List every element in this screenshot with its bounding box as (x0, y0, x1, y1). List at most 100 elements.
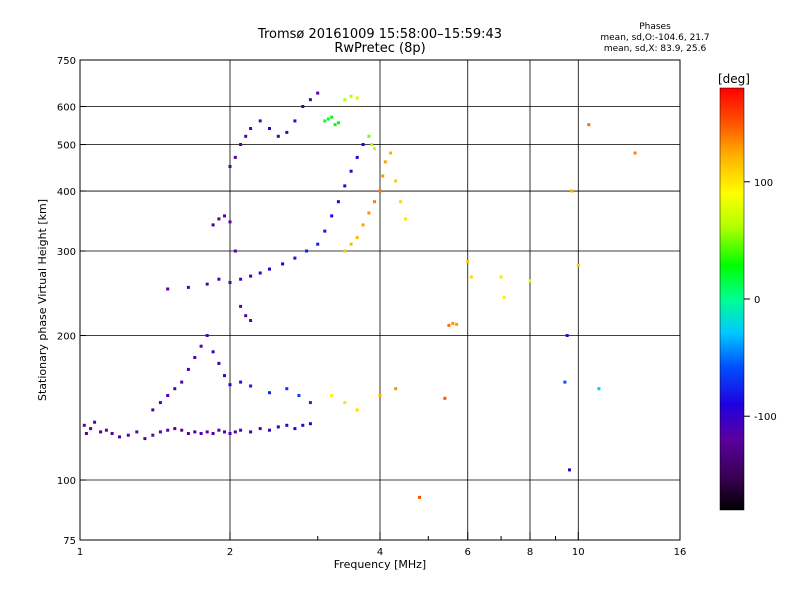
data-point (563, 380, 567, 384)
data-point (355, 155, 359, 159)
data-point (268, 428, 271, 432)
grid-lines (80, 60, 680, 540)
data-point (565, 334, 569, 337)
data-point (151, 408, 155, 412)
data-point (394, 387, 398, 391)
data-point (211, 350, 215, 354)
data-point (166, 428, 170, 432)
data-point (199, 432, 203, 435)
data-point (239, 143, 243, 146)
data-point (389, 151, 393, 155)
colorbar (719, 87, 745, 511)
x-tick-label: 8 (527, 547, 533, 558)
x-tick-label: 10 (572, 547, 585, 558)
y-tick-label: 100 (57, 476, 76, 487)
data-point (597, 387, 601, 391)
data-point (239, 277, 243, 281)
data-point (249, 127, 253, 130)
data-point (228, 432, 232, 435)
data-point (528, 279, 532, 283)
data-point (110, 432, 114, 435)
data-point (228, 383, 232, 387)
data-point (349, 242, 353, 246)
data-point (443, 396, 447, 400)
data-point (378, 394, 382, 397)
data-point (205, 334, 209, 337)
data-point (316, 242, 320, 246)
data-point (418, 495, 421, 499)
data-point (378, 189, 382, 193)
y-tick-label: 75 (63, 536, 76, 547)
data-point (233, 249, 237, 253)
y-axis-label: Stationary phase Virtual Height [km] (36, 199, 49, 401)
data-point (305, 249, 309, 253)
stats-line-x: mean, sd,X: 83.9, 25.6 (603, 44, 707, 54)
data-point (151, 433, 155, 437)
data-point (355, 236, 359, 240)
data-point (223, 374, 226, 378)
data-point (285, 130, 289, 134)
data-point (451, 321, 455, 325)
colorbar-label: [deg] (718, 72, 750, 86)
data-point (186, 432, 190, 435)
data-point (381, 174, 385, 178)
data-point (211, 432, 215, 435)
data-point (568, 468, 571, 472)
y-tick-label: 300 (57, 247, 76, 258)
data-point (343, 401, 347, 405)
data-point (93, 420, 97, 424)
data-point (135, 430, 139, 434)
data-point (193, 430, 197, 434)
y-tick-label: 600 (57, 103, 76, 114)
data-point (239, 428, 243, 432)
data-point (361, 223, 365, 227)
data-point (367, 134, 371, 138)
data-point (316, 91, 320, 95)
colorbar-tick-label: 0 (754, 295, 760, 306)
data-point (228, 220, 232, 224)
data-point (258, 119, 262, 123)
data-point (268, 267, 271, 271)
data-point (336, 200, 340, 204)
data-point (343, 184, 347, 188)
data-point (633, 151, 637, 155)
data-point (404, 217, 407, 221)
data-point (343, 98, 347, 102)
x-tick-label: 2 (227, 547, 233, 558)
data-point (205, 282, 209, 286)
data-point (308, 98, 312, 102)
data-point (118, 435, 121, 439)
data-point (249, 274, 253, 278)
data-point (469, 275, 473, 279)
data-point (336, 121, 340, 125)
data-point (244, 314, 248, 318)
data-point (355, 408, 359, 412)
y-tick-label: 750 (57, 56, 76, 67)
data-point (399, 200, 403, 204)
data-point (126, 433, 130, 437)
data-point (173, 427, 177, 431)
data-point (326, 117, 330, 121)
data-point (281, 262, 285, 266)
data-point (104, 428, 108, 432)
data-point (217, 361, 221, 365)
data-point (239, 380, 243, 384)
data-point (228, 281, 232, 284)
data-point (293, 119, 297, 123)
data-point (370, 143, 374, 146)
data-point (447, 323, 451, 327)
data-point (186, 367, 190, 371)
data-point (301, 105, 305, 108)
data-point (285, 387, 289, 391)
data-point (293, 427, 297, 431)
data-point (193, 356, 197, 359)
data-point (233, 430, 237, 434)
x-tick-label: 6 (465, 547, 471, 558)
data-point (258, 427, 262, 431)
data-point (158, 401, 162, 405)
data-point (276, 134, 280, 138)
data-point (367, 211, 371, 215)
x-axis-label: Frequency [MHz] (334, 558, 426, 571)
data-point (249, 319, 253, 322)
